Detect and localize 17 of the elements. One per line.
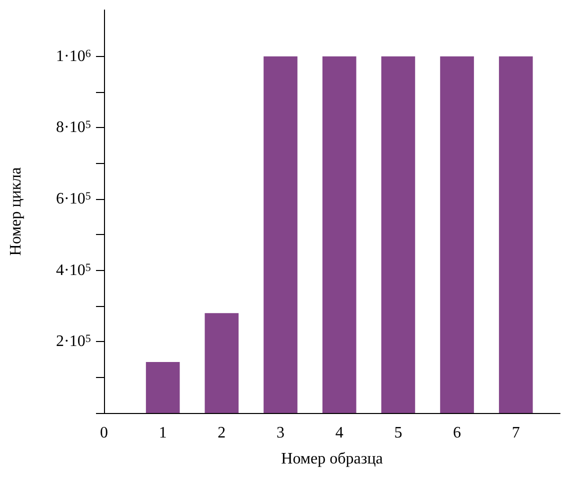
y-axis-title: Номер цикла	[8, 167, 24, 256]
x-tick-label: 2	[218, 424, 226, 442]
x-tick-label: 5	[394, 424, 402, 442]
x-tick-label: 1	[158, 424, 167, 442]
bar	[498, 56, 533, 413]
bar	[440, 56, 474, 413]
x-tick-label: 6	[453, 424, 462, 442]
bar	[146, 362, 180, 413]
bar	[264, 56, 298, 413]
x-tick-label: 0	[100, 424, 108, 442]
x-tick-label: 7	[512, 424, 520, 442]
bar	[381, 56, 416, 413]
x-axis-title: Номер образца	[281, 450, 383, 468]
bar	[204, 313, 239, 413]
bar	[322, 56, 356, 413]
x-tick-label: 3	[276, 424, 285, 442]
x-tick-label: 4	[335, 424, 344, 442]
